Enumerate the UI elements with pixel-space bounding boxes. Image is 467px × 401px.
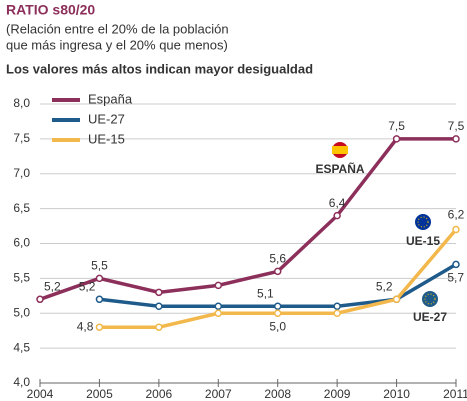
heading: Los valores más altos indican mayor desi… xyxy=(6,61,313,76)
data-label: 4,8 xyxy=(77,319,94,333)
data-label: 6,4 xyxy=(329,196,346,210)
point xyxy=(452,260,460,269)
legend-label: UE-27 xyxy=(88,111,125,126)
y-tick-label: 5,5 xyxy=(13,271,30,285)
point xyxy=(95,274,104,283)
point xyxy=(273,267,282,276)
annotation: UE-15 xyxy=(406,234,440,248)
y-tick-label: 4,5 xyxy=(13,340,30,354)
point xyxy=(273,309,282,317)
point xyxy=(392,295,401,304)
y-tick-label: 7,0 xyxy=(13,166,30,180)
point xyxy=(95,295,104,304)
point xyxy=(214,309,223,317)
y-tick-label: 4,0 xyxy=(13,375,30,389)
point xyxy=(333,211,341,220)
x-tick-label: 2010 xyxy=(383,387,410,401)
point xyxy=(155,302,163,311)
point xyxy=(452,135,460,143)
data-label: 7,5 xyxy=(448,119,465,133)
chart-title: RATIO s80/20 xyxy=(6,2,95,18)
data-label: 5,5 xyxy=(91,259,108,273)
series-line xyxy=(39,137,456,301)
data-label: 5,2 xyxy=(44,279,61,293)
point xyxy=(333,302,341,311)
x-tick-label: 2007 xyxy=(205,387,232,401)
y-tick-label: 6,0 xyxy=(13,236,30,250)
annotation: ESPAÑA xyxy=(315,161,364,176)
x-tick-label: 2006 xyxy=(146,387,173,401)
subtitle: (Relación entre el 20% de la población xyxy=(6,21,229,36)
data-label: 5,6 xyxy=(269,252,286,266)
y-tick-label: 7,5 xyxy=(13,131,30,145)
legend-label: UE-15 xyxy=(88,131,125,146)
x-tick-label: 2005 xyxy=(86,387,113,401)
y-tick-label: 8,0 xyxy=(13,96,30,110)
annotation: UE-27 xyxy=(413,310,447,324)
data-label: 5,7 xyxy=(447,271,464,285)
data-label: 5,2 xyxy=(376,279,393,293)
data-label: 5,2 xyxy=(79,279,96,293)
x-tick-label: 2008 xyxy=(264,387,291,401)
flag-spain xyxy=(332,142,348,158)
data-label: 5,1 xyxy=(257,286,274,300)
point xyxy=(36,295,44,304)
point xyxy=(214,281,223,290)
point xyxy=(155,323,163,331)
y-tick-label: 5,0 xyxy=(13,305,30,319)
x-tick-label: 2009 xyxy=(324,387,351,401)
point xyxy=(95,323,104,331)
subtitle: que más ingresa y el 20% que menos) xyxy=(6,37,228,52)
point xyxy=(273,302,282,311)
flag-eu xyxy=(415,214,438,307)
data-label: 6,2 xyxy=(448,208,465,222)
point xyxy=(333,309,341,317)
x-tick-label: 2011 xyxy=(443,387,467,401)
data-label: 7,5 xyxy=(388,119,405,133)
point xyxy=(214,302,223,311)
legend-label: España xyxy=(88,91,133,106)
y-tick-label: 6,5 xyxy=(13,201,30,215)
data-label: 5,0 xyxy=(269,319,286,333)
point xyxy=(392,135,401,143)
point xyxy=(452,225,460,234)
x-tick-label: 2004 xyxy=(27,387,54,401)
point xyxy=(155,288,163,297)
